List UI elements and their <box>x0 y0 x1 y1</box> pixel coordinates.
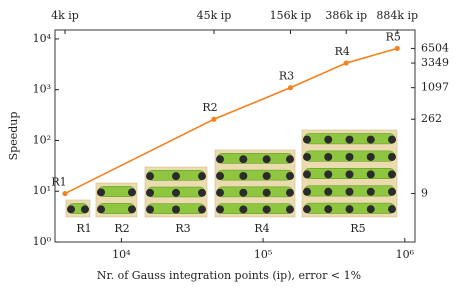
y-tick-label: 10² <box>33 133 51 146</box>
fiber-end <box>146 188 154 197</box>
fiber-end <box>388 152 396 161</box>
plot-frame <box>54 29 416 243</box>
fiber-end <box>366 170 375 179</box>
fiber-end <box>366 152 375 161</box>
fiber-end <box>262 155 271 164</box>
fiber-end <box>172 205 180 214</box>
fiber-end <box>388 170 396 179</box>
point-label: R3 <box>279 70 294 83</box>
y2-tick-label: 6504 <box>421 41 449 54</box>
fiber-end <box>262 205 271 214</box>
fiber-end <box>97 188 105 197</box>
y-tick-label: 10¹ <box>33 184 51 197</box>
y2-tick-label: 1097 <box>421 81 449 94</box>
data-point <box>62 190 68 197</box>
x-tick-label: 10⁶ <box>396 248 415 261</box>
fiber-end <box>345 187 354 196</box>
fiber-end <box>388 135 396 144</box>
fiber-end <box>366 135 375 144</box>
data-point <box>394 45 400 52</box>
fiber-end <box>146 205 154 214</box>
fiber-end <box>366 187 375 196</box>
fiber-end <box>324 205 333 214</box>
bundle-images <box>65 129 398 218</box>
image-label: R3 <box>175 222 190 235</box>
fiber-end <box>216 188 224 197</box>
fiber-end <box>239 188 248 197</box>
fiber-end <box>303 187 311 196</box>
fiber-end <box>324 187 333 196</box>
fiber-end <box>198 188 206 197</box>
fiber-row <box>216 169 294 181</box>
fiber-end <box>366 205 375 214</box>
fiber-end <box>324 152 333 161</box>
fiber-end <box>81 205 89 214</box>
x2-tick-label: 4k ip <box>51 9 79 22</box>
fiber-end <box>198 205 206 214</box>
data-point <box>211 116 217 122</box>
fiber-end <box>198 172 206 181</box>
fiber-end <box>286 205 294 214</box>
fiber-end <box>172 188 180 197</box>
point-label: R2 <box>202 101 217 114</box>
fiber-end <box>303 170 311 179</box>
fiber-end <box>216 155 224 164</box>
point-label: R5 <box>386 30 401 43</box>
x2-tick-label: 884k ip <box>376 9 418 22</box>
fiber-end <box>324 135 333 144</box>
fiber-end <box>286 188 294 197</box>
fiber-end <box>128 188 136 197</box>
fiber-end <box>303 152 311 161</box>
fiber-row <box>216 203 294 214</box>
x2-tick-label: 386k ip <box>325 9 367 22</box>
fiber-end <box>128 205 136 214</box>
fiber-end <box>388 187 396 196</box>
fiber-end <box>345 205 354 214</box>
point-label: R1 <box>51 176 66 189</box>
fiber-end <box>239 171 248 180</box>
fiber-end <box>67 205 75 214</box>
x-tick-label: 10⁴ <box>112 248 131 261</box>
image-label: R1 <box>76 222 91 235</box>
fiber-end <box>286 171 294 180</box>
y-tick-label: 10⁰ <box>33 235 52 248</box>
fiber-end <box>239 205 248 214</box>
y-tick-label: 10³ <box>33 83 51 96</box>
fiber-end <box>286 155 294 164</box>
fiber-end <box>262 188 271 197</box>
fiber-end <box>239 155 248 164</box>
y2-tick-label: 262 <box>421 112 442 125</box>
y-tick-label: 10⁴ <box>33 32 52 45</box>
y-axis-label: Speedup <box>7 112 20 161</box>
fiber-end <box>97 205 105 214</box>
y2-tick-label: 3349 <box>421 56 449 69</box>
x-tick-label: 10⁵ <box>254 248 272 261</box>
fiber-end <box>146 172 154 181</box>
image-label: R2 <box>114 222 129 235</box>
image-label: R4 <box>254 222 269 235</box>
fiber-end <box>216 205 224 214</box>
fiber-end <box>388 205 396 214</box>
fiber-end <box>262 171 271 180</box>
fiber-end <box>303 205 311 214</box>
fiber-end <box>303 135 311 144</box>
fiber-row <box>216 186 294 198</box>
x2-tick-label: 156k ip <box>270 9 312 22</box>
fiber-end <box>172 172 180 181</box>
fiber-end <box>345 135 354 144</box>
y2-tick-label: 9 <box>421 187 428 200</box>
fiber-end <box>324 170 333 179</box>
data-point <box>287 85 294 91</box>
image-label: R5 <box>350 222 365 235</box>
fiber-end <box>345 152 354 161</box>
fiber-end <box>345 170 354 179</box>
fiber-row <box>216 153 294 164</box>
x2-tick-label: 45k ip <box>197 9 232 22</box>
point-label: R4 <box>335 45 350 58</box>
fiber-end <box>216 171 224 180</box>
x-axis-label: Nr. of Gauss integration points (ip), er… <box>97 269 361 282</box>
data-point <box>343 60 349 66</box>
